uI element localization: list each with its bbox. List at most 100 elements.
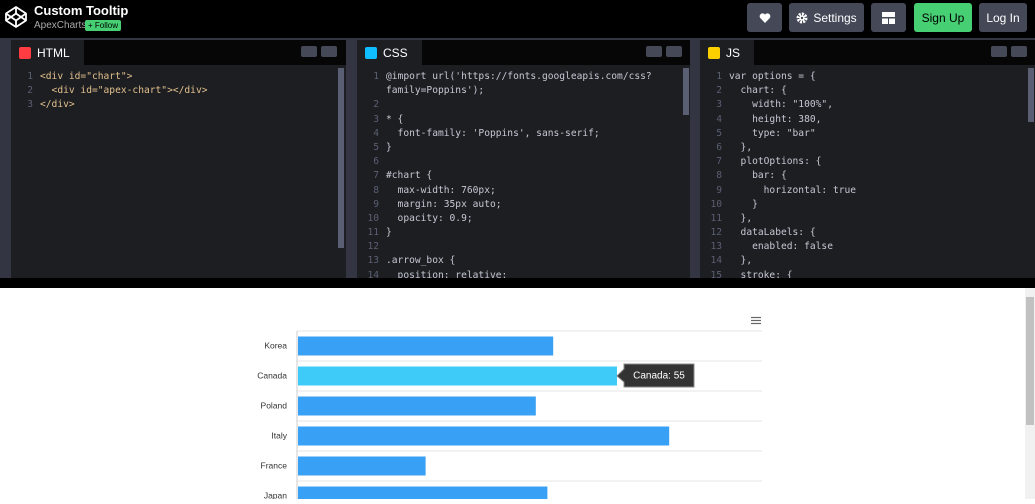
- code-text: },: [729, 141, 753, 153]
- code-text: }: [386, 141, 392, 153]
- code-text: },: [729, 212, 753, 224]
- code-line: 5 type: "bar": [700, 127, 1035, 141]
- settings-button[interactable]: Settings: [789, 3, 864, 32]
- code-line: 1 var options = {: [700, 70, 1035, 84]
- pane-settings[interactable]: [991, 46, 1007, 57]
- bar: [298, 366, 617, 386]
- code-text: plotOptions: {: [729, 156, 822, 168]
- line-number: 14: [710, 255, 722, 267]
- pane-title: HTML: [37, 45, 70, 60]
- layout-button[interactable]: [871, 3, 906, 32]
- resizer[interactable]: [0, 278, 1035, 288]
- pane-tab[interactable]: JS: [700, 40, 755, 65]
- y-tick-label: Poland: [261, 400, 288, 410]
- code-line: 4 font-family: 'Poppins', sans-serif;: [357, 127, 690, 141]
- code-line: 3 </div>: [11, 98, 346, 112]
- pane-header: [700, 40, 1035, 65]
- y-tick-label: Japan: [264, 490, 287, 499]
- code-line: 6 },: [700, 141, 1035, 155]
- bar: [298, 486, 548, 504]
- line-number: 1: [373, 71, 379, 82]
- code-text: @import url('https://fonts.googleapis.co…: [386, 71, 652, 82]
- follow-button[interactable]: + Follow: [85, 20, 122, 31]
- code-text: family=Poppins');: [386, 85, 485, 97]
- code-text: max-width: 760px;: [386, 184, 496, 196]
- code-line: 12 dataLabels: {: [700, 226, 1035, 240]
- js-icon: [708, 46, 720, 59]
- code-text: },: [729, 255, 753, 267]
- code-line: 14 position: relative;: [357, 269, 690, 280]
- y-tick-label: France: [261, 460, 288, 470]
- line-number: 4: [373, 127, 379, 139]
- code-text: margin: 35px auto;: [386, 198, 502, 210]
- log-in-button[interactable]: Log In: [979, 3, 1027, 32]
- layout-icon: [882, 11, 895, 24]
- code-line: 13 enabled: false: [700, 240, 1035, 254]
- heart-button[interactable]: [747, 3, 782, 32]
- code-line: 11 },: [700, 212, 1035, 226]
- pane-toggle[interactable]: [321, 46, 337, 57]
- code-text: height: 380,: [729, 113, 822, 125]
- pane-settings[interactable]: [646, 46, 662, 57]
- code-line: 11}: [357, 226, 690, 240]
- scrollbar[interactable]: [683, 68, 689, 115]
- sign-up-button[interactable]: Sign Up: [914, 3, 972, 32]
- code-line: 3 * {: [357, 113, 690, 127]
- code-line: 15 stroke: {: [700, 269, 1035, 280]
- y-tick-label: Italy: [271, 430, 287, 440]
- chart: Korea Canada Poland Italy France Japan Canada:…: [257, 316, 762, 504]
- scrollbar-track: [1025, 288, 1035, 499]
- bar: [298, 336, 554, 356]
- pane-tab[interactable]: HTML: [11, 40, 84, 65]
- chart-menu[interactable]: [751, 316, 761, 325]
- code-line: 10 }: [700, 198, 1035, 212]
- code-text: * {: [386, 113, 404, 125]
- code-text: }: [729, 198, 758, 210]
- line-number: 3: [716, 99, 722, 111]
- preview: Korea Canada Poland Italy France Japan Canada:…: [0, 288, 1035, 504]
- pane-toggle[interactable]: [1011, 46, 1027, 57]
- css-pane: CSS 1 @import url('https://fonts.googleap…: [357, 40, 690, 280]
- author[interactable]: ApexCharts: [34, 20, 87, 31]
- line-number: 6: [373, 156, 379, 168]
- tooltip-text: Canada: 55: [633, 371, 685, 382]
- logo[interactable]: [4, 5, 28, 29]
- code-line: 2 <div id="apex-chart"></div>: [11, 84, 346, 98]
- line-number: 9: [716, 184, 722, 196]
- code-line: 2: [357, 98, 690, 112]
- scrollbar[interactable]: [338, 68, 344, 248]
- pane-toggle[interactable]: [666, 46, 682, 57]
- line-number: 2: [716, 85, 722, 97]
- code-text: </div>: [40, 99, 75, 111]
- line-number: 10: [367, 212, 379, 224]
- tooltip: Canada: 55: [616, 363, 695, 388]
- code-line: 14 },: [700, 254, 1035, 268]
- pane-settings[interactable]: [301, 46, 317, 57]
- line-number: 11: [710, 212, 722, 224]
- code-line: 5}: [357, 141, 690, 155]
- code-text: }: [386, 227, 392, 239]
- bar: [298, 456, 426, 476]
- line-number: 12: [710, 227, 722, 239]
- line-number: 11: [367, 227, 379, 239]
- scrollbar[interactable]: [1028, 68, 1034, 122]
- heart-icon: [759, 12, 770, 23]
- code-line: 12: [357, 240, 690, 254]
- scrollbar-thumb[interactable]: [1026, 297, 1034, 425]
- line-number: 13: [367, 255, 379, 267]
- line-number: 3: [373, 113, 379, 125]
- code-area: 1 <div id="chart"> 2 <div id="apex-chart">…: [11, 70, 346, 113]
- pane-tab[interactable]: CSS: [357, 40, 422, 65]
- code-line: 7 plotOptions: {: [700, 155, 1035, 169]
- code-text: opacity: 0.9;: [386, 212, 473, 224]
- line-number: 4: [716, 113, 722, 125]
- y-tick-label: Canada: [257, 370, 287, 380]
- line-number: 9: [373, 198, 379, 210]
- code-line: 10 opacity: 0.9;: [357, 212, 690, 226]
- line-number: 5: [716, 127, 722, 139]
- code-text: bar: {: [729, 170, 787, 182]
- code-line: 13 .arrow_box {: [357, 254, 690, 268]
- bar: [298, 426, 670, 446]
- code-text: position: relative;: [386, 269, 508, 280]
- line-number: 15: [710, 269, 722, 280]
